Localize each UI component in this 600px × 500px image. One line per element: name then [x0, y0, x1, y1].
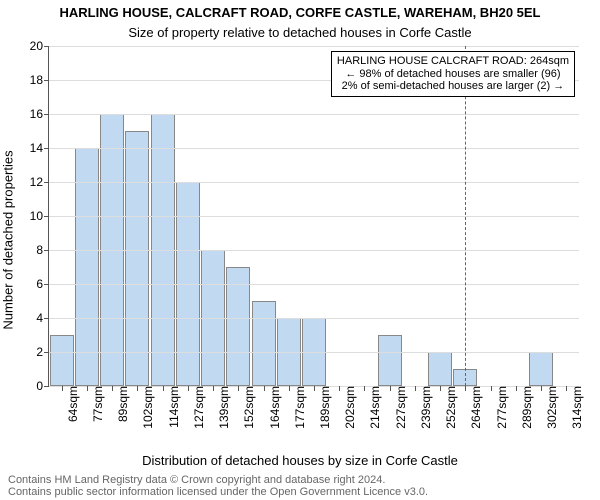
gridline — [49, 250, 579, 251]
xtick-label: 89sqm — [112, 386, 130, 422]
gridline — [49, 46, 579, 47]
gridline — [49, 182, 579, 183]
ytick-label: 8 — [36, 243, 49, 257]
xtick-label: 264sqm — [465, 386, 483, 429]
ytick-label: 20 — [30, 39, 49, 53]
xtick-label: 289sqm — [516, 386, 534, 429]
xtick-label: 202sqm — [339, 386, 357, 429]
gridline — [49, 148, 579, 149]
ytick-label: 18 — [30, 73, 49, 87]
annotation-line-2: ← 98% of detached houses are smaller (96… — [337, 68, 569, 81]
bar — [428, 352, 452, 386]
xtick-label: 114sqm — [163, 386, 181, 428]
ytick-label: 12 — [30, 175, 49, 189]
xtick-label: 164sqm — [264, 386, 282, 429]
xtick-label: 302sqm — [541, 386, 559, 429]
ytick-label: 10 — [30, 209, 49, 223]
bar — [75, 148, 99, 386]
bar — [252, 301, 276, 386]
xtick-label: 139sqm — [213, 386, 231, 429]
xtick-label: 227sqm — [390, 386, 408, 429]
chart-subtitle: Size of property relative to detached ho… — [0, 25, 600, 40]
gridline — [49, 284, 579, 285]
footer-line-1: Contains HM Land Registry data © Crown c… — [8, 474, 428, 486]
xtick-label: 152sqm — [238, 386, 256, 429]
ytick-label: 4 — [36, 311, 49, 325]
y-axis-label: Number of detached properties — [1, 150, 16, 329]
marker-line — [465, 46, 466, 386]
xtick-label: 214sqm — [364, 386, 382, 429]
ytick-label: 2 — [36, 345, 49, 359]
xtick-label: 64sqm — [62, 386, 80, 422]
ytick-label: 6 — [36, 277, 49, 291]
ytick-label: 14 — [30, 141, 49, 155]
footer-line-2: Contains public sector information licen… — [8, 486, 428, 498]
xtick-label: 252sqm — [440, 386, 458, 429]
ytick-label: 0 — [36, 379, 49, 393]
chart-title: HARLING HOUSE, CALCRAFT ROAD, CORFE CAST… — [0, 5, 600, 20]
bar — [50, 335, 74, 386]
gridline — [49, 216, 579, 217]
annotation-line-1: HARLING HOUSE CALCRAFT ROAD: 264sqm — [337, 55, 569, 68]
x-axis-label: Distribution of detached houses by size … — [0, 453, 600, 468]
gridline — [49, 352, 579, 353]
xtick-label: 177sqm — [289, 386, 307, 429]
chart-container: HARLING HOUSE, CALCRAFT ROAD, CORFE CAST… — [0, 0, 600, 500]
footer-text: Contains HM Land Registry data © Crown c… — [8, 474, 428, 498]
xtick-label: 127sqm — [188, 386, 206, 429]
ytick-label: 16 — [30, 107, 49, 121]
gridline — [49, 318, 579, 319]
xtick-label: 189sqm — [314, 386, 332, 429]
xtick-label: 239sqm — [415, 386, 433, 429]
plot-area: 0246810121416182064sqm77sqm89sqm102sqm11… — [48, 46, 579, 387]
xtick-label: 77sqm — [87, 386, 105, 422]
bar — [125, 131, 149, 386]
xtick-label: 102sqm — [137, 386, 155, 429]
gridline — [49, 114, 579, 115]
annotation-box: HARLING HOUSE CALCRAFT ROAD: 264sqm← 98%… — [331, 51, 575, 97]
bar — [378, 335, 402, 386]
bar — [529, 352, 553, 386]
annotation-line-3: 2% of semi-detached houses are larger (2… — [337, 80, 569, 93]
xtick-label: 314sqm — [566, 386, 584, 429]
xtick-label: 277sqm — [491, 386, 509, 429]
